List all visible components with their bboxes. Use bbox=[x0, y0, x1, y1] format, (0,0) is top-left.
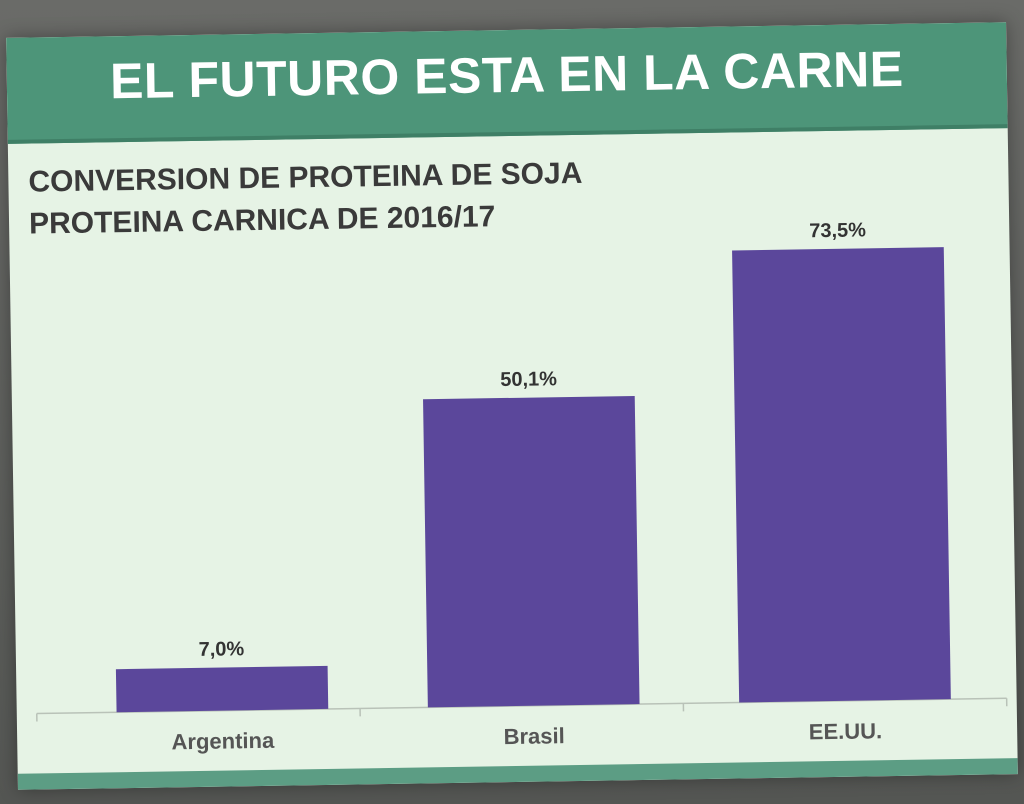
bar-brasil bbox=[423, 395, 640, 708]
bar-ee-uu- bbox=[732, 247, 951, 703]
value-label: 50,1% bbox=[500, 368, 557, 391]
category-label: EE.UU. bbox=[809, 718, 883, 744]
bar-chart: 7,0% Argentina 50,1% Brasil 73,5% EE.UU. bbox=[36, 219, 1008, 755]
value-label: 7,0% bbox=[198, 638, 244, 661]
value-label: 73,5% bbox=[809, 219, 866, 242]
presentation-slide: EL FUTURO ESTA EN LA CARNE CONVERSION DE… bbox=[6, 22, 1018, 790]
category-label: Brasil bbox=[503, 723, 565, 749]
category-label: Argentina bbox=[171, 728, 275, 755]
bar-argentina bbox=[115, 665, 329, 713]
